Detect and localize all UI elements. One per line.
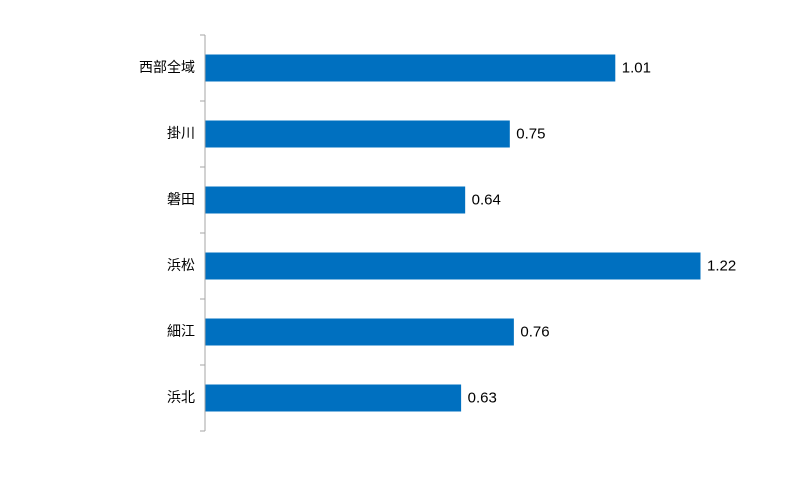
- category-label: 浜北: [167, 390, 195, 406]
- bar: [205, 120, 510, 148]
- category-label: 掛川: [167, 126, 195, 142]
- data-label: 1.01: [622, 60, 651, 77]
- data-label: 0.75: [516, 126, 545, 143]
- category-axis-ticks: [200, 34, 205, 432]
- category-label: 細江: [167, 324, 195, 340]
- category-label: 西部全域: [139, 59, 195, 76]
- data-label: 1.22: [707, 258, 736, 275]
- bar: [205, 252, 701, 280]
- bar: [205, 384, 462, 412]
- data-labels: 1.01 0.75 0.64 1.22 0.76 0.63: [468, 60, 737, 407]
- data-label: 0.76: [520, 324, 549, 341]
- data-label: 0.64: [472, 192, 501, 209]
- bar: [205, 54, 616, 82]
- category-label: 磐田: [167, 192, 195, 208]
- bar: [205, 186, 466, 214]
- bar: [205, 318, 514, 346]
- data-label: 0.63: [468, 390, 497, 407]
- bar-series: [205, 54, 701, 412]
- category-label: 浜松: [167, 258, 195, 274]
